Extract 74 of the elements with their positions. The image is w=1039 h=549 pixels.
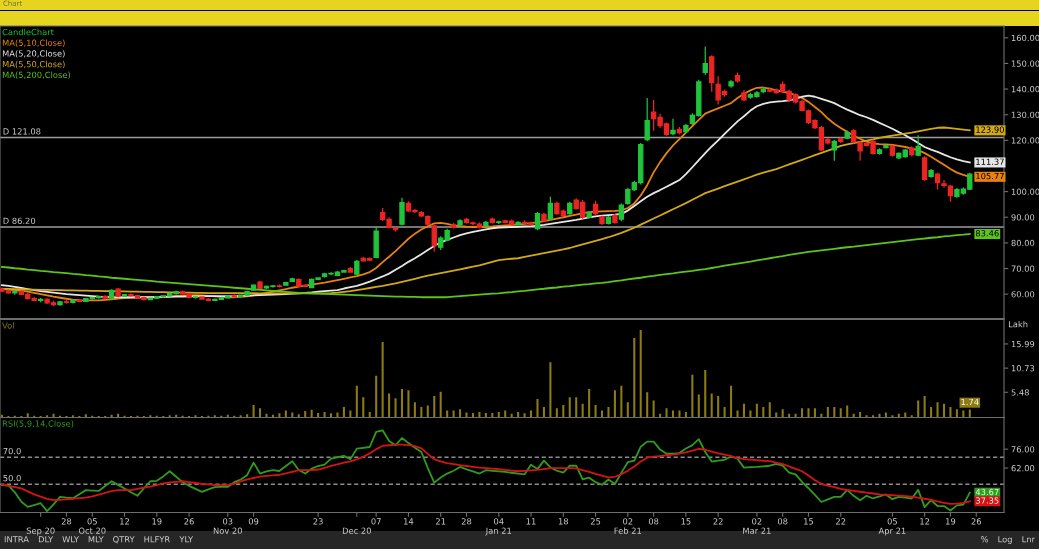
text: MA(5,10,Close): [2, 39, 65, 47]
x-tick-label: Dec 20: [342, 527, 371, 534]
x-tick-label: 26: [184, 518, 194, 525]
x-tick-label: 15: [681, 518, 691, 525]
x-tick-label: 02 Mar 21: [743, 518, 771, 534]
data-label: 111.37: [976, 158, 1004, 165]
y-tick-label: 150.00: [1011, 60, 1039, 67]
y-tick-label: 140.00: [1011, 86, 1039, 93]
x-tick-label: 22: [836, 518, 846, 525]
x-tick-label: 12: [120, 518, 129, 525]
data-label: 43.67: [975, 488, 999, 496]
x-tick-label: 18: [558, 518, 569, 525]
x-tick-label: Sep 20: [26, 527, 55, 536]
x-tick-label: 19: [946, 518, 956, 525]
text: CandleChart: [2, 28, 54, 36]
data-label: 1.74: [961, 398, 979, 405]
y-tick-label: 100.00: [1011, 188, 1039, 195]
ref-line-label: D 86.20: [3, 217, 36, 224]
x-tick-label: 19: [152, 518, 162, 525]
y-tick-label: 70.00: [1011, 265, 1035, 272]
y-tick-label: 160.00: [1011, 34, 1039, 42]
text: YLY: [179, 536, 194, 543]
y-tick-label: 130.00: [1011, 111, 1039, 118]
x-tick-label: 12: [920, 518, 930, 525]
data-label: 37.35: [975, 497, 999, 504]
x-tick-label: 09: [248, 518, 259, 525]
x-tick-label: 04 Jan 21: [485, 518, 512, 536]
y-axis-title: Lakh: [1008, 320, 1028, 328]
x-tick-label: 15: [804, 518, 814, 525]
y-tick-label: 90.00: [1011, 214, 1035, 221]
y-tick-label: 10.73: [1011, 365, 1035, 372]
ref-line-label: 50.0: [3, 474, 21, 482]
x-tick-label: 08: [648, 518, 659, 525]
x-tick-label: 08: [777, 518, 788, 525]
y-tick-label: 80.00: [1011, 239, 1035, 247]
text: %: [981, 536, 989, 543]
text: HLFYR: [144, 536, 170, 543]
text: Lnr: [1022, 536, 1035, 543]
text: MA(5,200,Close): [2, 71, 70, 79]
x-tick-label: 05 Oct 20: [78, 518, 106, 534]
y-tick-label: 5.48: [1011, 389, 1029, 396]
x-tick-label: 22: [713, 518, 723, 525]
y-tick-label: 60.00: [1011, 291, 1035, 298]
text: MA(5,50,Close): [2, 60, 65, 69]
data-label: 123.90: [976, 126, 1004, 133]
x-tick-label: 28: [61, 518, 72, 525]
x-tick-label: 26: [971, 518, 982, 525]
text: Log: [998, 536, 1012, 545]
text: Vol: [2, 322, 14, 329]
y-tick-label: 15.99: [1011, 340, 1035, 348]
y-tick-label: 120.00: [1011, 137, 1039, 144]
x-tick-label: 11: [526, 518, 536, 525]
text: INTRA: [4, 536, 29, 543]
data-label: 105.77: [976, 172, 1004, 180]
x-tick-label: 28: [461, 518, 472, 525]
data-label: 83.46: [975, 230, 999, 237]
x-tick-label: 02 Feb 21: [614, 518, 642, 534]
text: QTRY: [113, 536, 135, 544]
text: WLY: [62, 536, 80, 543]
x-tick-label: 25: [590, 518, 601, 525]
x-tick-label: 03 Nov 20: [213, 518, 242, 534]
y-tick-label: 76.00: [1011, 446, 1035, 453]
ref-line-label: D 121.08: [3, 128, 41, 135]
text: MA(5,20,Close): [2, 50, 65, 58]
x-tick-label: 07: [371, 518, 381, 525]
x-tick-label: 23: [313, 518, 323, 525]
x-tick-label: 14: [404, 518, 414, 525]
x-tick-label: 21: [436, 518, 446, 525]
text: DLY: [38, 536, 54, 543]
text: MLY: [88, 536, 104, 543]
x-tick-label: 05 Apr 21: [878, 518, 906, 536]
y-tick-label: 62.00: [1011, 465, 1035, 472]
ref-line-label: 70.0: [3, 447, 21, 455]
text: RSI(5,9,14,Close): [2, 420, 74, 428]
